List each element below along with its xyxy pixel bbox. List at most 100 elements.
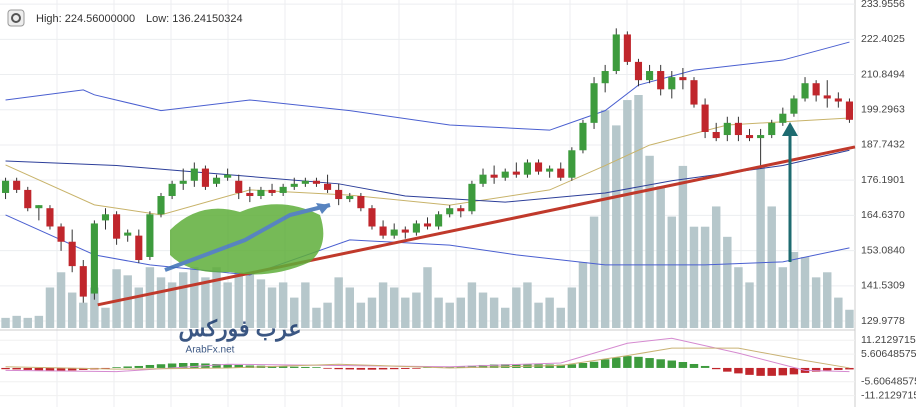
macd-bar xyxy=(134,365,144,368)
volume-bar xyxy=(323,302,332,328)
candle-body xyxy=(157,196,165,215)
volume-bar xyxy=(789,252,799,328)
candle-body xyxy=(79,266,87,297)
macd-bar xyxy=(711,367,721,370)
macd-bar xyxy=(745,367,754,375)
volume-bar xyxy=(445,302,454,328)
macd-line xyxy=(5,337,850,373)
volume-bar xyxy=(145,267,155,328)
macd-bar xyxy=(178,363,188,368)
volume-bar xyxy=(623,100,632,328)
candle-body xyxy=(179,180,187,184)
candle-body xyxy=(501,171,509,178)
volume-bar xyxy=(389,287,399,328)
macd-bar xyxy=(689,363,699,368)
volume-bar xyxy=(545,297,554,328)
y-tick-label: 210.8494 xyxy=(861,68,905,80)
candle-body xyxy=(812,83,820,96)
candle-body xyxy=(823,95,831,99)
volume-bar xyxy=(834,297,843,328)
candle-body xyxy=(601,71,609,84)
volume-bar xyxy=(234,272,243,328)
macd-tick-label: -5.60648575 xyxy=(861,376,916,388)
macd-bar xyxy=(767,367,776,376)
candle-body xyxy=(246,192,254,197)
macd-bar xyxy=(489,364,499,368)
volume-bar xyxy=(1,317,10,328)
candle-body xyxy=(834,98,842,102)
macd-bar xyxy=(1,367,10,370)
volume-bar xyxy=(600,110,610,329)
macd-bar xyxy=(56,367,66,371)
candle-body xyxy=(690,80,698,105)
volume-bar xyxy=(190,267,199,328)
high-stat: High: 224.56000000 xyxy=(36,13,135,25)
candle-body xyxy=(468,183,476,212)
macd-bar xyxy=(156,364,166,368)
candle-body xyxy=(279,186,287,193)
volume-bar xyxy=(478,292,488,328)
settings-button[interactable] xyxy=(7,9,25,27)
volume-bar xyxy=(123,275,132,328)
volume-bar xyxy=(356,302,366,328)
macd-bar xyxy=(501,364,510,368)
macd-bar xyxy=(278,366,288,368)
candle-body xyxy=(568,150,576,178)
candle-body xyxy=(412,223,420,233)
macd-bar xyxy=(778,367,788,376)
volume-bar xyxy=(79,302,88,328)
candle-body xyxy=(512,171,520,175)
candle-body xyxy=(590,83,598,123)
macd-bar xyxy=(312,367,321,368)
volume-bar xyxy=(667,216,677,328)
candle-body xyxy=(268,189,276,193)
candle-body xyxy=(668,77,676,90)
y-tick-label: 176.1901 xyxy=(861,174,905,186)
volume-bar xyxy=(167,282,177,328)
volume-bar xyxy=(290,297,299,328)
candle-body xyxy=(13,180,21,190)
macd-bar xyxy=(678,362,688,368)
volume-bar xyxy=(223,282,232,328)
volume-bar xyxy=(589,216,599,328)
macd-bar xyxy=(190,363,199,368)
candle-body xyxy=(534,162,543,172)
volume-bar xyxy=(534,302,543,328)
volume-bar xyxy=(45,287,55,328)
macd-bar xyxy=(34,367,44,371)
indicator-line xyxy=(5,214,850,276)
macd-bar xyxy=(112,367,121,368)
macd-bar xyxy=(123,366,132,368)
volume-bar xyxy=(367,297,377,328)
macd-bar xyxy=(23,367,32,370)
candle-body xyxy=(801,83,809,99)
volume-bar xyxy=(412,292,421,328)
volume-bar xyxy=(578,262,588,328)
logo-arrow xyxy=(164,203,331,272)
macd-bar xyxy=(845,367,854,370)
volume-bar xyxy=(612,125,621,329)
candle-body xyxy=(357,196,365,209)
macd-bar xyxy=(345,367,354,370)
volume-bar xyxy=(512,287,521,328)
candle-body xyxy=(845,101,854,120)
macd-bar xyxy=(823,367,832,371)
candle-body xyxy=(57,226,65,242)
macd-bar xyxy=(456,366,466,368)
macd-bar xyxy=(589,361,599,368)
volume-bar xyxy=(778,267,788,328)
candle-body xyxy=(24,189,32,209)
volume-bar xyxy=(12,315,21,328)
volume-bar xyxy=(634,95,643,328)
macd-bar xyxy=(234,364,243,368)
candle-body xyxy=(579,122,587,151)
volume-bar xyxy=(278,282,288,328)
macd-bar xyxy=(556,364,565,368)
macd-bar xyxy=(67,367,77,371)
volume-bar xyxy=(767,206,776,328)
volume-bar xyxy=(212,267,221,328)
y-tick-label: 187.7432 xyxy=(861,139,905,151)
volume-bar xyxy=(301,282,310,328)
y-tick-label: 233.9556 xyxy=(861,0,905,10)
